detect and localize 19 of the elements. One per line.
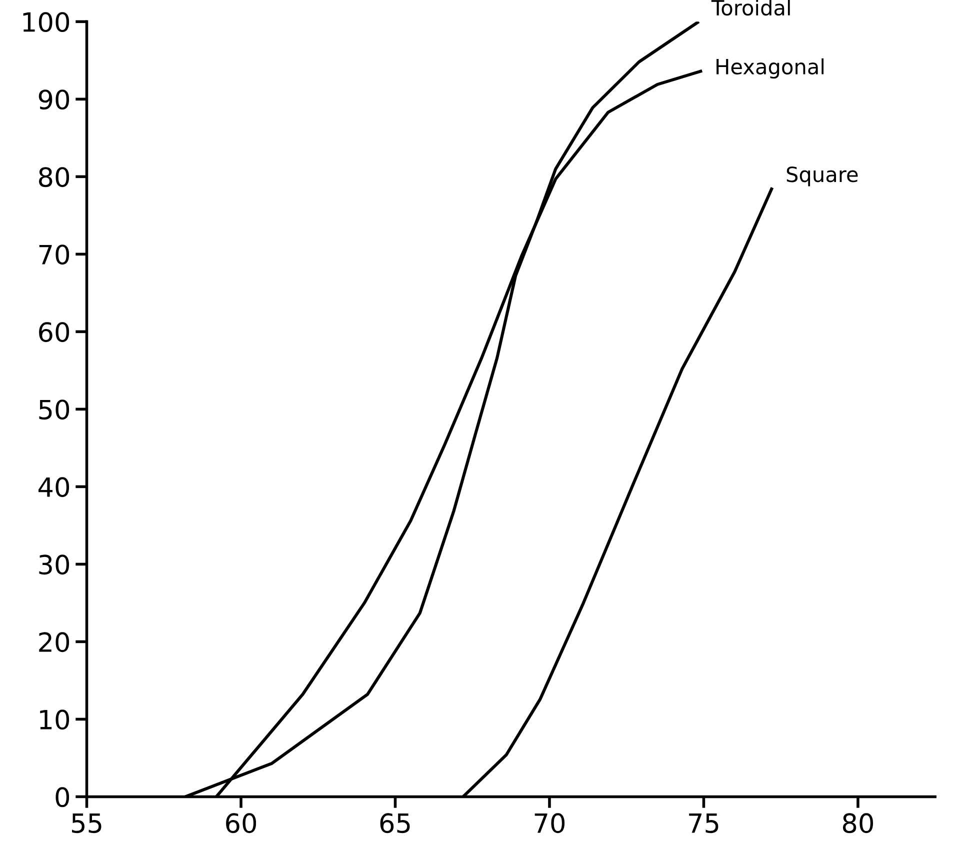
y-tick-label: 90 <box>38 90 70 110</box>
y-tick-label: 50 <box>39 400 70 420</box>
x-tick-label: 65 <box>380 813 410 834</box>
x-tick-label: 70 <box>534 813 565 834</box>
x-tick-label: 55 <box>72 814 102 834</box>
y-tick-label: 80 <box>38 167 70 188</box>
series-label: Square <box>786 166 858 186</box>
y-tick-label: 10 <box>40 710 70 730</box>
x-tick-label: 75 <box>689 814 718 834</box>
y-tick-label: 20 <box>39 632 70 652</box>
y-tick-label: 100 <box>23 12 70 32</box>
series-label: Hexagonal <box>716 58 824 79</box>
x-tick-label: 80 <box>842 813 873 834</box>
x-tick-label: 60 <box>226 813 256 834</box>
y-tick-label: 30 <box>39 554 70 575</box>
y-tick-label: 40 <box>38 477 70 498</box>
y-tick-label: 70 <box>39 244 70 265</box>
y-tick-label: 0 <box>56 787 70 808</box>
y-tick-label: 60 <box>39 322 70 342</box>
